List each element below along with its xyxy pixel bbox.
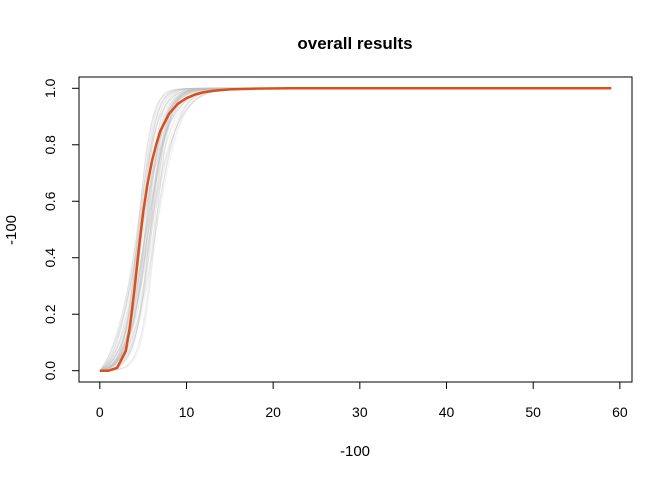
background-series-line (99, 87, 612, 372)
main-series-group (99, 87, 612, 372)
y-tick-label: 0.2 (42, 304, 58, 324)
x-axis: 0 10 20 30 40 50 60 (96, 381, 628, 420)
y-tick-label: 0.4 (42, 248, 58, 268)
x-tick-label: 60 (612, 404, 628, 420)
x-tick-label: 20 (265, 404, 281, 420)
chart-title: overall results (297, 34, 412, 53)
x-tick-label: 0 (96, 404, 104, 420)
y-tick-label: 1.0 (42, 78, 58, 98)
x-tick-label: 10 (179, 404, 195, 420)
main-series-line (99, 87, 612, 372)
x-tick-label: 50 (525, 404, 541, 420)
y-axis: 0.0 0.2 0.4 0.6 0.8 1.0 (42, 78, 80, 381)
background-series-group (99, 87, 612, 372)
x-tick-label: 40 (439, 404, 455, 420)
y-tick-label: 0.6 (42, 191, 58, 211)
x-tick-label: 30 (352, 404, 368, 420)
y-tick-label: 0.0 (42, 361, 58, 381)
y-axis-label: -100 (3, 215, 20, 245)
x-axis-label: -100 (340, 443, 370, 460)
y-tick-label: 0.8 (42, 135, 58, 155)
